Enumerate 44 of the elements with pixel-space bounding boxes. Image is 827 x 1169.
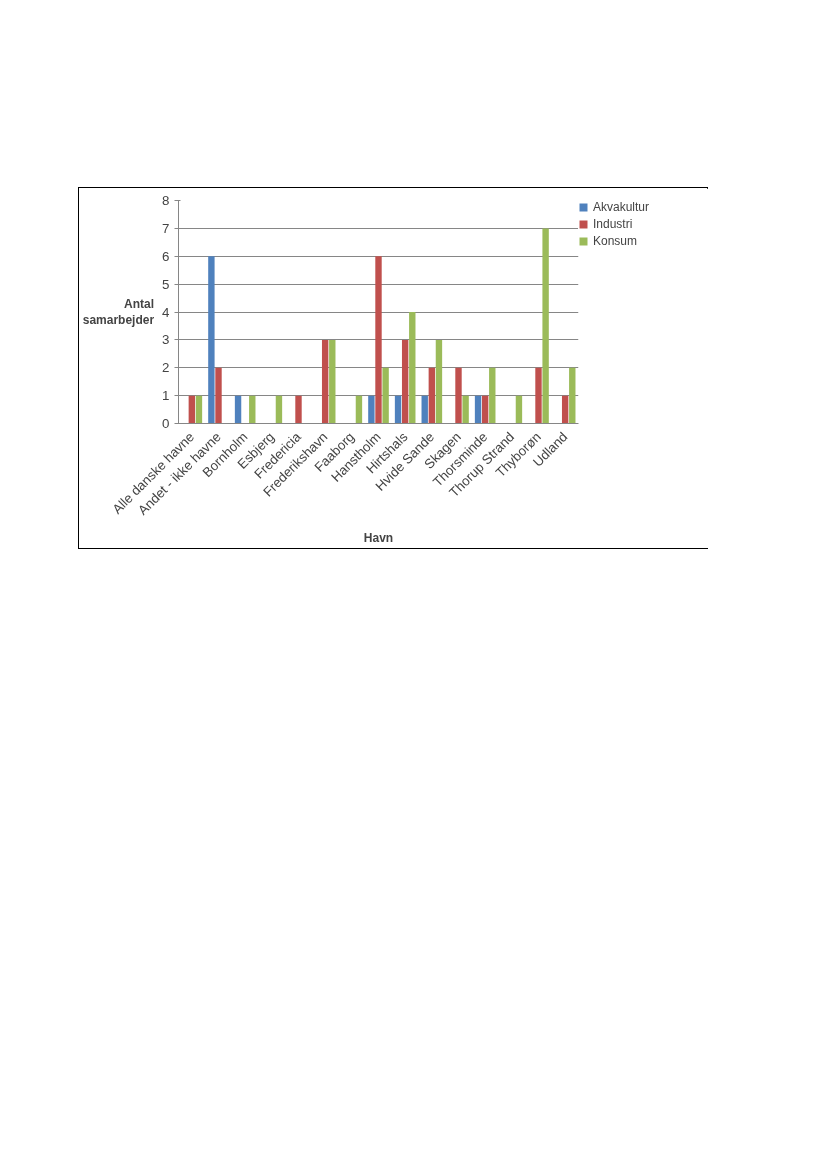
bar (208, 256, 215, 424)
bar (375, 256, 382, 424)
bar (435, 339, 443, 424)
bar (421, 395, 428, 424)
y-tick-label: 7 (162, 220, 170, 236)
bar (535, 367, 542, 424)
bar (234, 395, 242, 424)
y-tick-label: 1 (162, 388, 170, 404)
bar (474, 395, 482, 424)
bar (462, 395, 469, 424)
bar (295, 395, 302, 424)
bar (188, 395, 196, 424)
bar (249, 395, 256, 424)
legend-label: Industri (593, 217, 633, 231)
y-tick-label: 6 (162, 248, 170, 264)
bar (275, 395, 283, 424)
legend-label: Akvakultur (593, 200, 650, 214)
bar (455, 367, 462, 424)
y-axis-title: Antal samarbejder (82, 296, 155, 328)
bar (401, 339, 409, 424)
bar (329, 339, 336, 424)
bar (542, 228, 549, 424)
bar (561, 395, 569, 424)
bar (321, 339, 329, 424)
bar (428, 367, 436, 424)
legend-label: Konsum (593, 234, 638, 248)
bar (409, 312, 416, 424)
y-tick-label: 8 (162, 193, 170, 208)
bar (569, 367, 576, 424)
y-tick-label: 2 (162, 360, 170, 376)
y-tick-label: 0 (162, 416, 170, 431)
y-tick-label: 4 (162, 304, 171, 320)
y-tick-label: 5 (162, 276, 170, 292)
bar (489, 367, 496, 424)
bar (215, 367, 222, 424)
bar (355, 395, 363, 424)
bar (195, 395, 203, 424)
y-tick-label: 3 (162, 332, 170, 348)
bar (368, 395, 375, 424)
bar (394, 395, 402, 424)
bar (382, 367, 389, 424)
bar (515, 395, 523, 424)
bar (481, 395, 489, 424)
x-axis-title: Havn (363, 531, 394, 546)
